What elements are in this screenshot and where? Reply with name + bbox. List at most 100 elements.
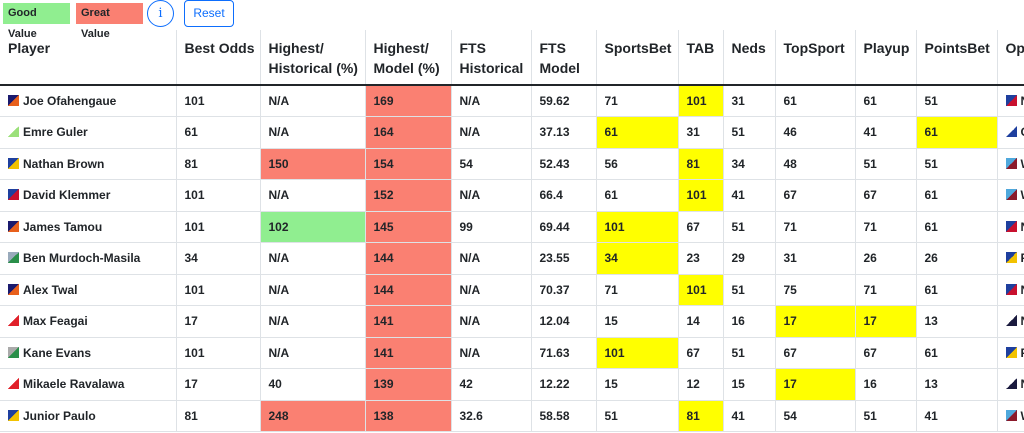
table-cell: N	[996, 368, 1024, 401]
cell-value: 141	[373, 345, 394, 360]
cell-value: 81	[686, 408, 700, 423]
cell-value: 101	[184, 345, 205, 360]
table-cell: 81	[175, 147, 261, 180]
table-cell: 101	[595, 336, 679, 369]
table-cell: 59.62	[530, 84, 597, 117]
column-header: PointsBet	[915, 30, 997, 86]
cell-value: 17	[863, 314, 877, 329]
player-name: Mikaele Ravalawa	[23, 377, 125, 392]
table-cell: 41	[854, 116, 917, 149]
cell-value: N	[1021, 314, 1024, 328]
player-name: Emre Guler	[23, 125, 88, 140]
table-row: Nathan Brown 81 150 154 54 52.43 56 81 34 48 51 51 W	[0, 147, 1024, 180]
team-flag	[1005, 283, 1017, 295]
cell-value: 51	[924, 156, 938, 171]
team-flag	[1005, 95, 1017, 106]
table-cell: 15	[595, 305, 679, 338]
player-name: Max Feagai	[23, 314, 88, 329]
table-cell: 51	[722, 116, 776, 149]
cell-value: 61	[924, 188, 938, 203]
column-header: SportsBet	[595, 30, 678, 86]
table-cell: 34	[175, 242, 261, 275]
cell-value: N/A	[268, 314, 290, 329]
cell-value: 34	[184, 251, 198, 266]
cell-value: 61	[863, 94, 877, 108]
table-cell: 34	[595, 242, 679, 275]
cell-value: 101	[604, 219, 625, 234]
team-flag	[8, 220, 19, 232]
table-cell: N	[996, 305, 1024, 338]
cell-value: 54	[459, 156, 473, 171]
table-cell: F	[996, 336, 1024, 369]
cell-value: 23	[686, 251, 700, 266]
header-row: Player Best Odds Highest/ Historical (%) Hi…	[0, 30, 1024, 86]
table-cell: 154	[364, 147, 452, 180]
player-cell: Emre Guler	[0, 116, 177, 149]
table-cell: 99	[450, 210, 532, 243]
table-cell: 23.55	[530, 242, 597, 275]
table-cell: 75	[774, 273, 856, 306]
table-cell: N/A	[450, 116, 532, 149]
player-cell: Mikaele Ravalawa	[0, 368, 177, 401]
cell-value: 17	[783, 314, 797, 329]
cell-value: W	[1021, 409, 1024, 423]
cell-value: 31	[731, 94, 745, 108]
table-cell: N/A	[259, 273, 366, 306]
cell-value: W	[1021, 157, 1024, 171]
table-cell: 41	[915, 399, 998, 432]
table-cell: 61	[915, 179, 998, 212]
cell-value: 61	[924, 125, 938, 140]
cell-value: N	[1021, 94, 1024, 108]
table-cell: 102	[259, 210, 366, 243]
table-cell: W	[996, 399, 1024, 432]
team-flag	[8, 189, 19, 201]
cell-value: 40	[268, 377, 282, 392]
table-cell: 101	[175, 179, 261, 212]
cell-value: 23.55	[539, 251, 570, 266]
team-flag	[8, 409, 19, 421]
cell-value: 34	[604, 251, 618, 266]
team-flag	[8, 157, 19, 169]
cell-value: 13	[924, 314, 938, 329]
cell-value: 15	[604, 314, 618, 329]
table-cell: 42	[450, 368, 532, 401]
table-cell: 14	[677, 305, 724, 338]
team-flag	[1005, 252, 1017, 264]
table-cell: 141	[364, 336, 452, 369]
table-cell: N/A	[450, 179, 532, 212]
table-cell: 101	[677, 84, 724, 117]
cell-value: 101	[184, 94, 205, 108]
cell-value: 51	[731, 125, 745, 140]
table-cell: W	[996, 179, 1024, 212]
cell-value: 42	[459, 377, 473, 392]
cell-value: 12	[686, 377, 700, 392]
table-cell: 70.37	[530, 273, 597, 306]
table-cell: 71	[595, 273, 679, 306]
table-cell: 248	[259, 399, 366, 432]
table-cell: 66.4	[530, 179, 597, 212]
table-cell: 150	[259, 147, 366, 180]
cell-value: 67	[783, 188, 797, 203]
cell-value: 51	[604, 408, 618, 423]
player-name: Nathan Brown	[23, 156, 105, 171]
cell-value: N/A	[268, 188, 290, 203]
reset-button[interactable]: Reset	[184, 0, 234, 27]
info-button[interactable]: i	[147, 0, 174, 27]
table-cell: 144	[364, 273, 452, 306]
table-row: Junior Paulo 81 248 138 32.6 58.58 51 81 41 54 51 4…	[0, 399, 1024, 432]
table-cell: 51	[915, 84, 998, 117]
cell-value: N/A	[268, 345, 290, 360]
cell-value: 12.04	[539, 314, 570, 329]
player-cell: Nathan Brown	[0, 147, 177, 180]
cell-value: N/A	[459, 125, 481, 140]
player-cell: Alex Twal	[0, 273, 177, 306]
table-cell: 17	[854, 305, 917, 338]
table-cell: 17	[774, 305, 856, 338]
cell-value: 51	[731, 345, 745, 360]
table-cell: 26	[915, 242, 998, 275]
table-cell: N/A	[259, 242, 366, 275]
table-cell: 81	[677, 399, 724, 432]
player-cell: James Tamou	[0, 210, 177, 243]
cell-value: 31	[783, 251, 797, 266]
column-header: Best Odds	[175, 30, 260, 86]
